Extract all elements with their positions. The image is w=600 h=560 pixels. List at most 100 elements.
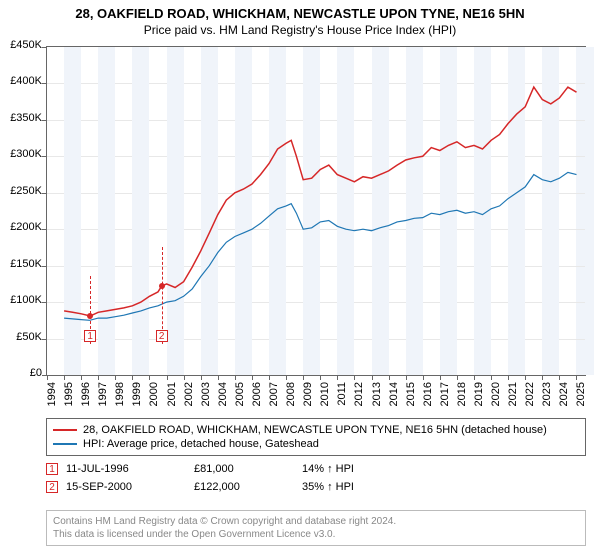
x-axis-label: 2015 xyxy=(405,382,417,416)
x-tick xyxy=(542,375,543,380)
y-axis-label: £450K xyxy=(2,39,42,51)
x-tick xyxy=(525,375,526,380)
x-axis-label: 2009 xyxy=(302,382,314,416)
series-property xyxy=(64,87,576,316)
x-tick xyxy=(576,375,577,380)
x-axis-label: 2013 xyxy=(371,382,383,416)
y-axis-label: £100K xyxy=(2,294,42,306)
y-tick xyxy=(42,302,47,303)
x-tick xyxy=(491,375,492,380)
x-axis-label: 1998 xyxy=(114,382,126,416)
y-axis-label: £400K xyxy=(2,75,42,87)
y-axis-label: £250K xyxy=(2,185,42,197)
x-axis-label: 1997 xyxy=(97,382,109,416)
x-axis-label: 2001 xyxy=(166,382,178,416)
x-tick xyxy=(47,375,48,380)
x-axis-label: 2017 xyxy=(439,382,451,416)
y-axis-label: £0 xyxy=(2,367,42,379)
x-axis-label: 2023 xyxy=(541,382,553,416)
y-tick xyxy=(42,156,47,157)
x-tick xyxy=(440,375,441,380)
y-tick xyxy=(42,193,47,194)
sale-pct-2: 35% ↑ HPI xyxy=(302,478,362,496)
sale-marker-1: 1 xyxy=(46,463,58,475)
x-tick xyxy=(269,375,270,380)
y-tick xyxy=(42,120,47,121)
legend-swatch-property xyxy=(53,429,77,431)
x-axis-label: 1994 xyxy=(46,382,58,416)
series-legend: 28, OAKFIELD ROAD, WHICKHAM, NEWCASTLE U… xyxy=(46,418,586,456)
sale-point-1 xyxy=(87,313,93,319)
x-tick xyxy=(167,375,168,380)
x-axis-label: 2014 xyxy=(388,382,400,416)
x-tick xyxy=(184,375,185,380)
x-axis-label: 2012 xyxy=(353,382,365,416)
x-tick xyxy=(389,375,390,380)
x-axis-label: 2021 xyxy=(507,382,519,416)
sale-marker-2: 2 xyxy=(46,481,58,493)
y-tick xyxy=(42,83,47,84)
x-axis-label: 2024 xyxy=(558,382,570,416)
x-tick xyxy=(115,375,116,380)
x-tick xyxy=(508,375,509,380)
x-tick xyxy=(218,375,219,380)
x-axis-label: 1995 xyxy=(63,382,75,416)
x-tick xyxy=(457,375,458,380)
x-axis-label: 2025 xyxy=(575,382,587,416)
y-tick xyxy=(42,266,47,267)
x-axis-label: 2008 xyxy=(285,382,297,416)
y-axis-label: £50K xyxy=(2,331,42,343)
sale-price-1: £81,000 xyxy=(194,460,302,478)
x-tick xyxy=(235,375,236,380)
y-axis-label: £200K xyxy=(2,221,42,233)
x-axis-label: 2003 xyxy=(200,382,212,416)
sales-legend: 1 11-JUL-1996 £81,000 14% ↑ HPI 2 15-SEP… xyxy=(46,460,586,496)
y-axis-label: £300K xyxy=(2,148,42,160)
y-tick xyxy=(42,47,47,48)
legend-label-property: 28, OAKFIELD ROAD, WHICKHAM, NEWCASTLE U… xyxy=(83,424,547,436)
x-tick xyxy=(303,375,304,380)
x-axis-label: 2007 xyxy=(268,382,280,416)
x-axis-label: 2022 xyxy=(524,382,536,416)
x-tick xyxy=(337,375,338,380)
x-tick xyxy=(98,375,99,380)
x-tick xyxy=(64,375,65,380)
x-tick xyxy=(559,375,560,380)
legend-swatch-hpi xyxy=(53,443,77,445)
x-tick xyxy=(372,375,373,380)
sale-row-2: 2 15-SEP-2000 £122,000 35% ↑ HPI xyxy=(46,478,362,496)
y-tick xyxy=(42,229,47,230)
x-tick xyxy=(354,375,355,380)
y-axis-label: £350K xyxy=(2,112,42,124)
x-tick xyxy=(252,375,253,380)
x-axis-label: 1999 xyxy=(131,382,143,416)
title-subtitle: Price paid vs. HM Land Registry's House … xyxy=(0,23,600,39)
y-axis-label: £150K xyxy=(2,258,42,270)
marker-box-2: 2 xyxy=(156,330,168,342)
marker-box-1: 1 xyxy=(84,330,96,342)
chart-title: 28, OAKFIELD ROAD, WHICKHAM, NEWCASTLE U… xyxy=(0,0,600,38)
x-axis-label: 2020 xyxy=(490,382,502,416)
x-tick xyxy=(406,375,407,380)
x-tick xyxy=(149,375,150,380)
x-tick xyxy=(474,375,475,380)
legend-row-hpi: HPI: Average price, detached house, Gate… xyxy=(53,437,579,451)
x-axis-label: 2000 xyxy=(148,382,160,416)
x-axis-label: 2011 xyxy=(336,382,348,416)
x-axis-label: 2002 xyxy=(183,382,195,416)
x-axis-label: 2004 xyxy=(217,382,229,416)
sale-date-2: 15-SEP-2000 xyxy=(66,478,194,496)
sale-pct-1: 14% ↑ HPI xyxy=(302,460,362,478)
x-axis-label: 2005 xyxy=(234,382,246,416)
legend-row-property: 28, OAKFIELD ROAD, WHICKHAM, NEWCASTLE U… xyxy=(53,423,579,437)
x-axis-label: 2019 xyxy=(473,382,485,416)
x-tick xyxy=(286,375,287,380)
x-tick xyxy=(320,375,321,380)
chart-lines xyxy=(47,47,585,375)
sale-price-2: £122,000 xyxy=(194,478,302,496)
footer-line1: Contains HM Land Registry data © Crown c… xyxy=(53,515,579,528)
series-hpi xyxy=(64,172,576,320)
footer-line2: This data is licensed under the Open Gov… xyxy=(53,528,579,541)
title-address: 28, OAKFIELD ROAD, WHICKHAM, NEWCASTLE U… xyxy=(0,6,600,23)
x-tick xyxy=(201,375,202,380)
